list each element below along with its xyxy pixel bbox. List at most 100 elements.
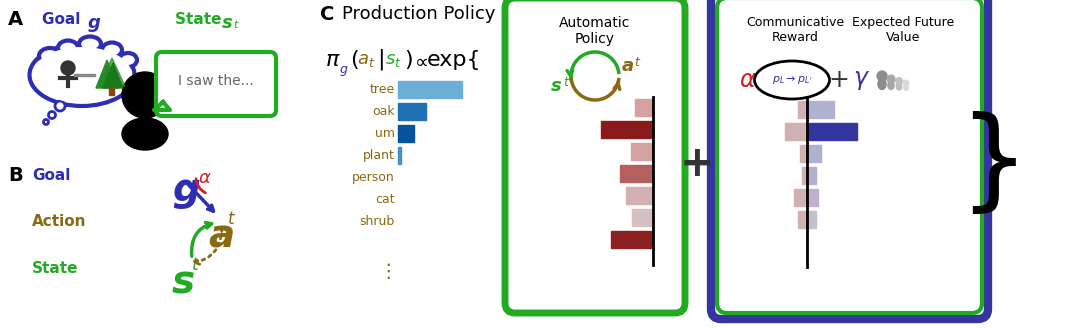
FancyBboxPatch shape bbox=[505, 0, 685, 313]
Bar bbox=[620, 165, 653, 182]
Bar bbox=[399, 81, 462, 98]
Bar bbox=[611, 231, 653, 248]
Text: Automatic
Policy: Automatic Policy bbox=[559, 16, 631, 46]
Text: C: C bbox=[320, 5, 335, 24]
Text: a: a bbox=[208, 218, 234, 256]
Circle shape bbox=[895, 78, 902, 84]
Circle shape bbox=[60, 61, 75, 75]
Text: $a_t$: $a_t$ bbox=[357, 51, 376, 69]
Text: t: t bbox=[228, 210, 234, 228]
Polygon shape bbox=[96, 60, 118, 88]
Text: t: t bbox=[563, 75, 568, 89]
Text: +: + bbox=[828, 68, 850, 92]
Bar bbox=[399, 147, 401, 164]
Polygon shape bbox=[154, 102, 170, 110]
Text: $|$: $|$ bbox=[377, 48, 383, 72]
Ellipse shape bbox=[878, 79, 886, 90]
Bar bbox=[785, 123, 807, 140]
Ellipse shape bbox=[49, 112, 55, 118]
Text: }: } bbox=[959, 111, 1029, 217]
Text: s: s bbox=[222, 14, 233, 32]
Polygon shape bbox=[75, 74, 95, 76]
Text: $\alpha$: $\alpha$ bbox=[739, 68, 756, 92]
Bar bbox=[807, 145, 822, 162]
Bar bbox=[807, 167, 816, 184]
Polygon shape bbox=[99, 58, 125, 86]
Bar bbox=[632, 209, 653, 226]
Text: $\alpha$: $\alpha$ bbox=[198, 169, 212, 187]
Text: t: t bbox=[634, 55, 639, 69]
Text: I saw the...: I saw the... bbox=[178, 74, 254, 88]
Text: $\propto$: $\propto$ bbox=[411, 51, 429, 70]
Text: g: g bbox=[87, 14, 100, 32]
Text: ): ) bbox=[404, 50, 413, 70]
Text: a: a bbox=[622, 57, 634, 75]
Bar bbox=[631, 143, 653, 160]
Text: um: um bbox=[375, 127, 395, 140]
Bar bbox=[800, 145, 807, 162]
Ellipse shape bbox=[888, 81, 894, 90]
Bar bbox=[798, 211, 807, 228]
Text: $s_t$: $s_t$ bbox=[384, 51, 402, 69]
Text: exp{: exp{ bbox=[427, 50, 482, 70]
Text: $\pi$: $\pi$ bbox=[325, 50, 340, 70]
Ellipse shape bbox=[122, 118, 168, 150]
Text: shrub: shrub bbox=[360, 215, 395, 228]
FancyBboxPatch shape bbox=[717, 0, 982, 313]
Text: g: g bbox=[340, 63, 348, 75]
Text: g: g bbox=[172, 171, 200, 209]
Bar bbox=[399, 103, 426, 120]
Bar bbox=[807, 123, 858, 140]
Circle shape bbox=[887, 75, 895, 83]
Text: Production Policy: Production Policy bbox=[342, 5, 496, 23]
Text: Action: Action bbox=[32, 214, 86, 229]
Circle shape bbox=[122, 72, 168, 118]
Text: Expected Future
Value: Expected Future Value bbox=[852, 16, 955, 44]
Bar bbox=[600, 121, 653, 138]
Bar bbox=[626, 187, 653, 204]
Text: State: State bbox=[175, 12, 227, 27]
Text: Goal: Goal bbox=[42, 12, 85, 27]
Ellipse shape bbox=[79, 36, 102, 51]
Text: s: s bbox=[551, 77, 562, 95]
Text: t: t bbox=[192, 256, 199, 274]
Circle shape bbox=[877, 71, 887, 81]
Bar bbox=[798, 101, 807, 118]
Text: Communicative
Reward: Communicative Reward bbox=[746, 16, 845, 44]
Ellipse shape bbox=[904, 85, 908, 91]
Text: cat: cat bbox=[376, 193, 395, 206]
Bar bbox=[807, 101, 834, 118]
Text: ⋮: ⋮ bbox=[378, 262, 397, 281]
Ellipse shape bbox=[39, 48, 60, 64]
Text: +: + bbox=[679, 143, 714, 185]
Ellipse shape bbox=[102, 43, 122, 57]
Text: $\gamma$: $\gamma$ bbox=[853, 68, 870, 92]
Text: State: State bbox=[32, 261, 79, 276]
Polygon shape bbox=[103, 63, 123, 88]
Ellipse shape bbox=[29, 44, 135, 106]
Text: t: t bbox=[233, 20, 238, 30]
Circle shape bbox=[903, 80, 908, 86]
Text: (: ( bbox=[350, 50, 359, 70]
Bar bbox=[807, 211, 816, 228]
Ellipse shape bbox=[43, 119, 49, 125]
Bar bbox=[801, 167, 807, 184]
Text: person: person bbox=[352, 171, 395, 184]
FancyBboxPatch shape bbox=[156, 52, 276, 116]
Text: A: A bbox=[8, 10, 23, 29]
Text: $p_L{\to}p_{L'}$: $p_L{\to}p_{L'}$ bbox=[771, 74, 812, 86]
Text: tree: tree bbox=[369, 83, 395, 96]
Ellipse shape bbox=[58, 40, 78, 55]
Ellipse shape bbox=[119, 53, 137, 67]
FancyBboxPatch shape bbox=[711, 0, 988, 319]
Ellipse shape bbox=[896, 83, 902, 90]
Bar bbox=[795, 189, 807, 206]
Text: Goal: Goal bbox=[32, 168, 70, 183]
Bar bbox=[399, 125, 414, 142]
Ellipse shape bbox=[55, 101, 65, 111]
Text: oak: oak bbox=[373, 105, 395, 118]
Bar bbox=[807, 189, 818, 206]
Polygon shape bbox=[109, 88, 114, 95]
Text: B: B bbox=[8, 166, 23, 185]
Bar bbox=[635, 99, 653, 116]
